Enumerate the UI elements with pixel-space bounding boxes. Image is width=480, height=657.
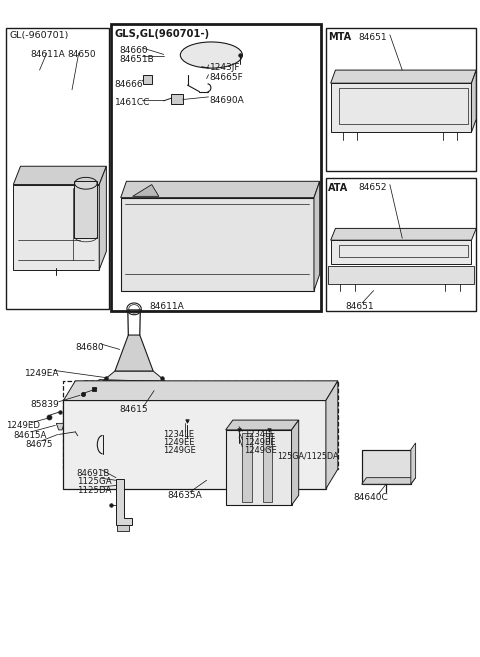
Polygon shape bbox=[411, 443, 416, 484]
Bar bbox=[226, 430, 291, 505]
Text: 84665F: 84665F bbox=[209, 74, 243, 82]
Text: 1249EA: 1249EA bbox=[25, 369, 60, 378]
Text: 84640C: 84640C bbox=[354, 493, 388, 503]
Bar bbox=[362, 449, 411, 484]
Text: 84615A: 84615A bbox=[13, 430, 47, 440]
Text: 84611A: 84611A bbox=[30, 51, 65, 59]
Bar bbox=[263, 433, 273, 502]
Text: 84691B: 84691B bbox=[77, 468, 110, 478]
Text: 84651: 84651 bbox=[359, 33, 387, 42]
Text: 125GA/1125DA: 125GA/1125DA bbox=[277, 451, 339, 461]
Bar bbox=[6, 28, 109, 309]
Text: 1234LE: 1234LE bbox=[244, 430, 275, 439]
Text: 1234LE: 1234LE bbox=[163, 430, 194, 439]
Polygon shape bbox=[120, 181, 320, 198]
Polygon shape bbox=[99, 166, 107, 269]
Polygon shape bbox=[75, 381, 245, 394]
Text: 85839: 85839 bbox=[30, 401, 59, 409]
Text: 1249GE: 1249GE bbox=[163, 445, 195, 455]
Polygon shape bbox=[63, 381, 338, 401]
Text: 84635A: 84635A bbox=[168, 491, 202, 500]
Polygon shape bbox=[331, 70, 476, 83]
Polygon shape bbox=[331, 229, 476, 240]
Polygon shape bbox=[115, 335, 153, 371]
Text: 1243JF: 1243JF bbox=[209, 63, 240, 72]
Text: 84651B: 84651B bbox=[119, 55, 154, 64]
Text: ATA: ATA bbox=[328, 183, 348, 193]
Polygon shape bbox=[328, 265, 474, 284]
Text: 84680: 84680 bbox=[75, 343, 104, 352]
Text: 84611A: 84611A bbox=[149, 302, 184, 311]
Polygon shape bbox=[314, 181, 320, 290]
Text: 84660: 84660 bbox=[119, 46, 148, 55]
Polygon shape bbox=[331, 83, 471, 132]
Polygon shape bbox=[132, 185, 159, 196]
Polygon shape bbox=[326, 381, 338, 489]
Bar bbox=[171, 95, 183, 104]
Text: 1249EE: 1249EE bbox=[244, 438, 276, 447]
Text: GL(-960701): GL(-960701) bbox=[10, 31, 69, 40]
Polygon shape bbox=[117, 525, 129, 532]
Text: 84651: 84651 bbox=[345, 302, 373, 311]
Polygon shape bbox=[116, 479, 132, 525]
Bar bbox=[362, 449, 411, 484]
Text: 1461CC: 1461CC bbox=[115, 98, 150, 107]
Polygon shape bbox=[471, 70, 476, 132]
Bar bbox=[326, 178, 476, 311]
Bar bbox=[326, 28, 476, 171]
Text: 84675: 84675 bbox=[25, 440, 53, 449]
Text: 84666: 84666 bbox=[115, 80, 143, 89]
Polygon shape bbox=[13, 166, 107, 185]
Text: 84690A: 84690A bbox=[209, 96, 244, 104]
Text: GLS,GL(960701-): GLS,GL(960701-) bbox=[115, 29, 210, 39]
Text: 1249EE: 1249EE bbox=[163, 438, 194, 447]
Polygon shape bbox=[63, 401, 326, 489]
Bar bbox=[339, 246, 468, 256]
Bar bbox=[339, 89, 468, 124]
Polygon shape bbox=[226, 420, 299, 430]
Text: 84650: 84650 bbox=[67, 51, 96, 59]
Polygon shape bbox=[331, 240, 471, 264]
Polygon shape bbox=[362, 478, 416, 484]
Text: 1125GA: 1125GA bbox=[77, 477, 111, 486]
Text: 84615: 84615 bbox=[120, 405, 148, 414]
Polygon shape bbox=[103, 371, 165, 381]
Polygon shape bbox=[13, 185, 99, 269]
Text: MTA: MTA bbox=[328, 32, 351, 42]
Bar bbox=[143, 75, 152, 85]
Polygon shape bbox=[120, 198, 314, 290]
Bar bbox=[74, 181, 97, 238]
Bar bbox=[111, 24, 321, 311]
Text: 1249ED: 1249ED bbox=[6, 421, 40, 430]
Text: 84652: 84652 bbox=[359, 183, 387, 193]
Text: 1249GE: 1249GE bbox=[244, 445, 276, 455]
Polygon shape bbox=[56, 423, 64, 430]
Ellipse shape bbox=[180, 42, 242, 68]
Text: 1125DA: 1125DA bbox=[77, 486, 111, 495]
Polygon shape bbox=[291, 420, 299, 505]
Bar bbox=[242, 433, 252, 502]
